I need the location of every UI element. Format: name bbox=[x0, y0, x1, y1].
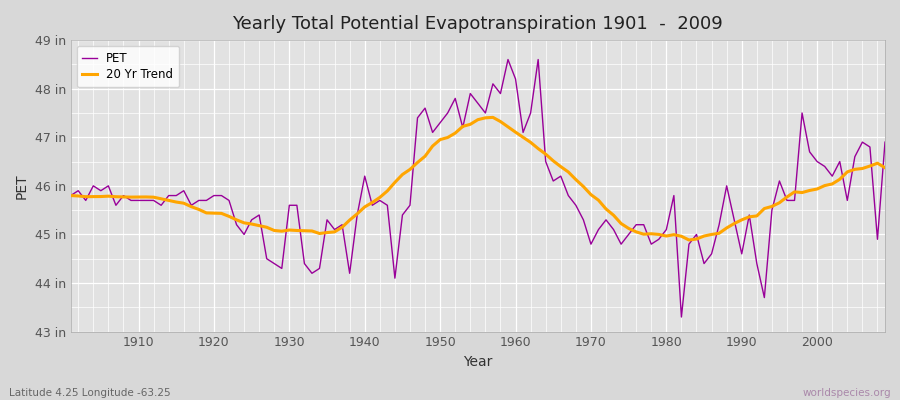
PET bbox=[608, 227, 619, 232]
20 Yr Trend bbox=[292, 228, 302, 233]
PET bbox=[66, 193, 77, 198]
Y-axis label: PET: PET bbox=[15, 173, 29, 199]
20 Yr Trend bbox=[518, 135, 528, 140]
PET bbox=[676, 315, 687, 320]
20 Yr Trend bbox=[488, 115, 499, 120]
20 Yr Trend bbox=[510, 130, 521, 134]
Line: 20 Yr Trend: 20 Yr Trend bbox=[71, 117, 885, 240]
20 Yr Trend bbox=[126, 195, 137, 200]
Text: worldspecies.org: worldspecies.org bbox=[803, 388, 891, 398]
Title: Yearly Total Potential Evapotranspiration 1901  -  2009: Yearly Total Potential Evapotranspiratio… bbox=[232, 15, 724, 33]
20 Yr Trend bbox=[608, 213, 619, 218]
20 Yr Trend bbox=[337, 225, 347, 230]
PET bbox=[879, 140, 890, 144]
Legend: PET, 20 Yr Trend: PET, 20 Yr Trend bbox=[76, 46, 179, 87]
20 Yr Trend bbox=[684, 238, 695, 242]
PET bbox=[502, 57, 513, 62]
PET bbox=[510, 76, 521, 81]
X-axis label: Year: Year bbox=[464, 355, 492, 369]
20 Yr Trend bbox=[879, 165, 890, 170]
Line: PET: PET bbox=[71, 60, 885, 317]
PET bbox=[126, 198, 137, 203]
PET bbox=[292, 203, 302, 208]
Text: Latitude 4.25 Longitude -63.25: Latitude 4.25 Longitude -63.25 bbox=[9, 388, 171, 398]
PET bbox=[518, 130, 528, 135]
20 Yr Trend bbox=[66, 193, 77, 198]
PET bbox=[337, 222, 347, 227]
